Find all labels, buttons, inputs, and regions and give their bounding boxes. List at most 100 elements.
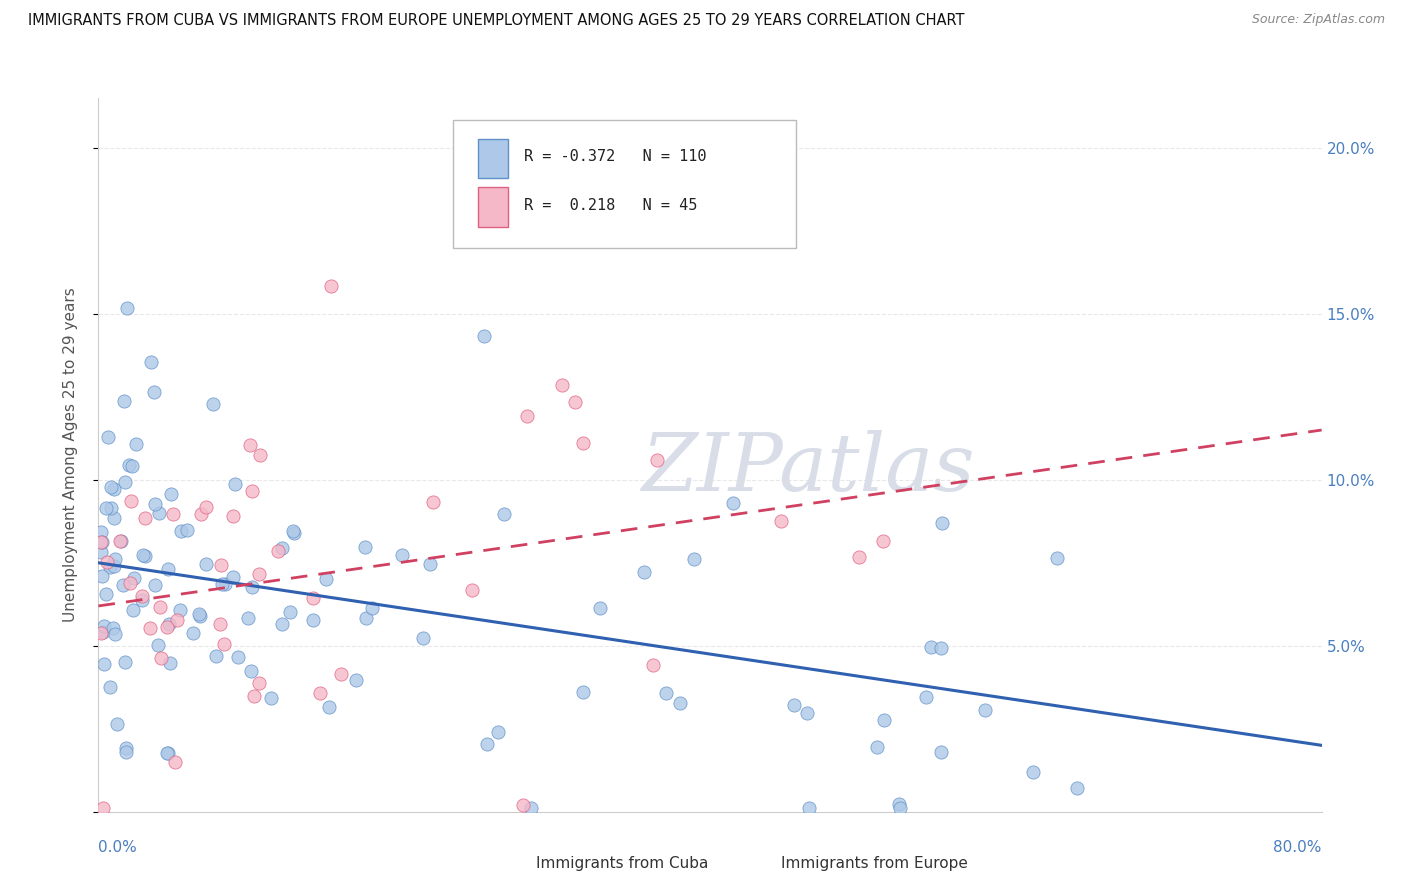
- Point: [112, 394, 135, 409]
- Point: [156, 746, 179, 760]
- Point: [195, 558, 218, 572]
- Point: [103, 511, 125, 525]
- Point: [120, 493, 142, 508]
- Point: [115, 740, 138, 755]
- Point: [122, 603, 145, 617]
- Point: [512, 798, 534, 813]
- Point: [283, 524, 305, 538]
- Point: [157, 746, 180, 760]
- Point: [361, 601, 384, 615]
- Point: [159, 487, 181, 501]
- Point: [520, 801, 543, 815]
- Point: [589, 601, 612, 615]
- Point: [169, 603, 191, 617]
- Point: [422, 495, 444, 509]
- FancyBboxPatch shape: [489, 849, 520, 878]
- Point: [124, 571, 146, 585]
- Point: [91, 801, 114, 815]
- Point: [866, 740, 889, 755]
- Point: [330, 667, 353, 681]
- Text: 80.0%: 80.0%: [1274, 840, 1322, 855]
- Point: [91, 535, 114, 549]
- Point: [121, 458, 143, 473]
- Point: [120, 576, 142, 591]
- Point: [344, 673, 367, 687]
- Point: [259, 691, 281, 706]
- Point: [550, 377, 572, 392]
- Point: [98, 680, 121, 694]
- Point: [460, 582, 482, 597]
- Point: [190, 507, 212, 521]
- Point: [166, 613, 188, 627]
- Point: [222, 509, 245, 524]
- Point: [214, 637, 236, 651]
- Point: [143, 577, 166, 591]
- Point: [111, 578, 134, 592]
- Point: [149, 600, 172, 615]
- Point: [162, 508, 184, 522]
- Point: [159, 656, 181, 670]
- Point: [104, 627, 127, 641]
- Point: [848, 550, 870, 565]
- Point: [249, 449, 271, 463]
- Point: [94, 586, 117, 600]
- Point: [181, 625, 204, 640]
- Point: [683, 551, 706, 566]
- Point: [931, 640, 953, 655]
- Point: [239, 438, 262, 452]
- Point: [769, 514, 792, 528]
- Text: Immigrants from Europe: Immigrants from Europe: [780, 856, 967, 871]
- Point: [278, 605, 301, 619]
- Point: [100, 501, 122, 516]
- Point: [132, 549, 155, 563]
- Point: [149, 650, 172, 665]
- Point: [318, 700, 340, 714]
- Point: [271, 617, 294, 632]
- Point: [163, 755, 186, 769]
- Point: [242, 483, 264, 498]
- Point: [139, 355, 162, 369]
- Point: [516, 409, 538, 423]
- Point: [354, 541, 377, 555]
- Point: [131, 593, 153, 607]
- Point: [98, 560, 121, 574]
- Point: [872, 534, 894, 549]
- Text: Immigrants from Cuba: Immigrants from Cuba: [536, 856, 709, 871]
- Point: [931, 516, 953, 530]
- Point: [796, 706, 818, 720]
- FancyBboxPatch shape: [453, 120, 796, 248]
- Point: [117, 458, 139, 472]
- Point: [100, 480, 122, 494]
- Point: [170, 524, 193, 539]
- Point: [205, 648, 228, 663]
- Point: [209, 558, 232, 573]
- Point: [226, 650, 249, 665]
- Text: IMMIGRANTS FROM CUBA VS IMMIGRANTS FROM EUROPE UNEMPLOYMENT AMONG AGES 25 TO 29 : IMMIGRANTS FROM CUBA VS IMMIGRANTS FROM …: [28, 13, 965, 29]
- Point: [309, 686, 332, 700]
- Point: [138, 621, 160, 635]
- Point: [797, 801, 820, 815]
- Point: [477, 738, 499, 752]
- Point: [914, 690, 936, 704]
- Point: [564, 394, 586, 409]
- Point: [302, 591, 325, 605]
- Point: [302, 613, 325, 627]
- Point: [240, 664, 263, 678]
- Point: [104, 552, 127, 566]
- Point: [214, 577, 236, 591]
- Point: [873, 714, 896, 728]
- Point: [721, 496, 744, 510]
- Point: [93, 657, 115, 671]
- Point: [96, 555, 118, 569]
- Point: [125, 436, 148, 450]
- Point: [91, 624, 114, 639]
- Point: [157, 616, 180, 631]
- Point: [96, 500, 118, 515]
- Point: [114, 655, 136, 669]
- Point: [90, 524, 112, 539]
- Point: [243, 690, 266, 704]
- Point: [115, 301, 138, 316]
- Point: [315, 572, 337, 586]
- Point: [211, 577, 233, 591]
- Point: [90, 545, 112, 559]
